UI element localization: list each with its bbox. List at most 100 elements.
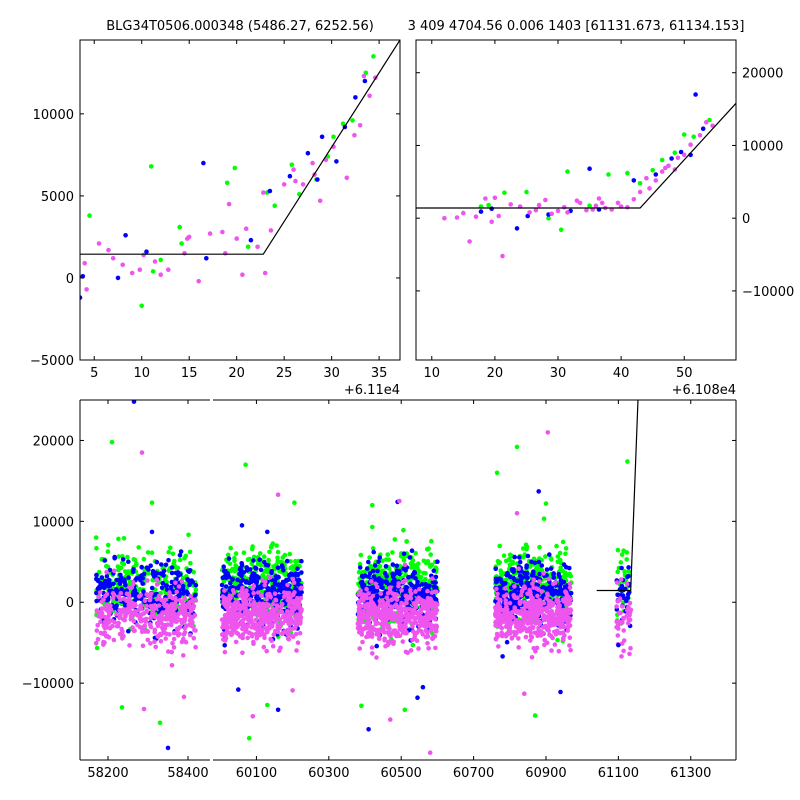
data-point [253,565,258,571]
data-point [181,632,187,637]
data-point [105,542,111,548]
data-point [350,118,355,123]
data-point [525,611,531,617]
data-point [539,563,545,568]
data-point [136,594,142,599]
y-tick-label: 10000 [742,139,783,154]
data-point [637,181,643,186]
data-point [367,555,372,560]
data-point [374,643,380,649]
data-point [563,596,569,602]
data-point [257,551,263,556]
data-point [169,649,174,655]
data-point [105,549,111,554]
plot-area-segment [93,400,199,751]
data-point [557,574,562,580]
data-point [130,591,136,597]
data-point [415,579,420,585]
data-point [172,558,177,564]
data-point [292,625,298,631]
data-point [96,594,101,600]
data-point [396,612,402,618]
data-point [618,560,624,565]
data-point [546,602,552,607]
data-point [531,577,536,582]
data-point [500,589,505,595]
data-point [425,601,431,607]
data-point [114,577,120,583]
data-point [647,186,652,191]
data-point [382,570,388,576]
data-point [221,568,227,574]
data-point [177,557,183,563]
data-point [390,562,396,567]
y-tick-label: 20000 [742,67,783,82]
data-point [373,627,378,633]
data-point [148,624,154,630]
data-point [373,611,378,616]
data-point [344,175,350,181]
data-point [619,654,624,659]
data-point [273,574,279,579]
data-point [517,559,523,565]
data-point [230,588,236,593]
data-point [524,189,529,195]
data-point [615,598,620,604]
data-point [126,575,131,580]
data-point [653,178,659,183]
data-point [498,620,504,626]
data-point [159,562,164,567]
data-point [125,569,131,574]
data-point [409,591,414,597]
data-point [489,219,495,225]
data-point [358,588,363,594]
y-tick-label: −5000 [30,354,74,369]
data-point [426,646,431,651]
data-point [543,554,548,559]
x-tick-label: 25 [276,366,293,381]
data-point [285,609,290,614]
data-point [568,616,573,622]
data-point [557,630,563,636]
y-tick-label: 5000 [41,190,74,205]
data-point [128,617,134,622]
data-point [681,152,687,158]
data-point [370,524,375,530]
data-point [137,267,143,273]
data-point [511,567,516,572]
data-point [252,575,258,580]
data-point [358,552,364,558]
x-tick-label: 35 [371,366,388,381]
data-point [171,636,177,642]
data-point [150,269,156,274]
data-point [371,549,377,555]
data-point [546,215,551,221]
data-point [525,591,530,597]
data-point [277,617,283,622]
data-point [232,558,237,564]
data-point [168,584,174,590]
data-cluster [219,462,304,741]
data-point [631,197,637,202]
data-point [123,233,128,238]
data-point [678,149,684,155]
data-point [178,549,184,554]
data-point [384,595,390,601]
data-point [413,576,418,581]
data-point [520,546,526,551]
data-point [110,255,116,261]
data-point [247,597,253,602]
data-point [187,582,192,588]
data-point [248,237,254,243]
title-left: BLG34T0506.000348 (5486.27, 6252.56) [106,19,374,34]
data-point [154,582,160,587]
data-point [518,593,524,598]
data-point [271,586,277,591]
data-point [506,625,512,631]
data-point [232,611,238,616]
data-point [507,600,513,606]
data-point [183,608,188,613]
data-point [288,559,293,564]
data-point [427,562,433,568]
data-point [494,631,500,637]
